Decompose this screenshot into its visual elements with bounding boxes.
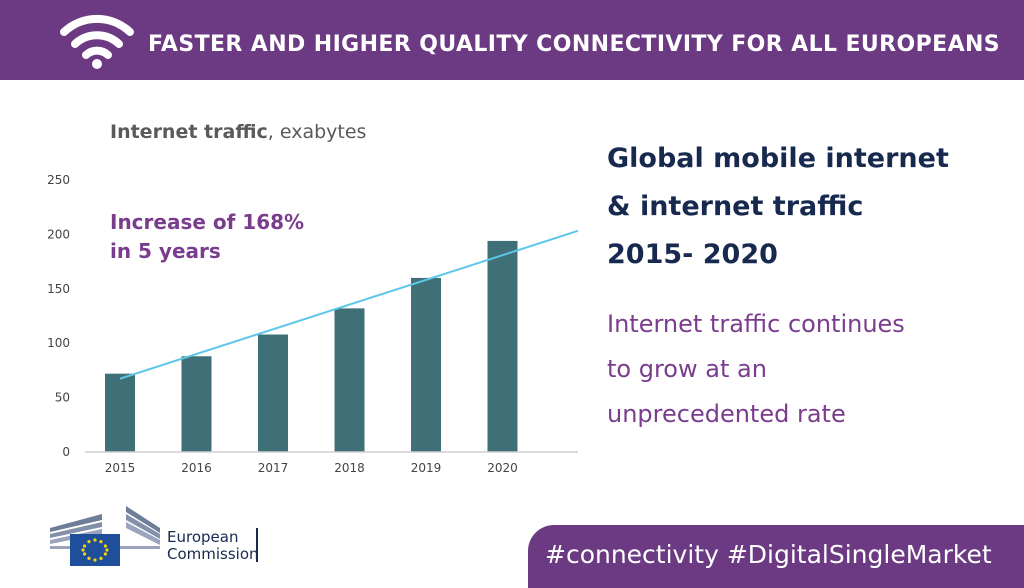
- annotation-line-2: in 5 years: [110, 239, 221, 263]
- hashtag-bar: [528, 525, 1024, 588]
- european-commission-logo: [50, 506, 160, 566]
- bar-2018: [334, 308, 365, 452]
- chart-title: Internet traffic, exabytes: [110, 121, 366, 143]
- ec-name-line-2: Commission: [167, 545, 259, 563]
- bar-2016: [181, 356, 212, 452]
- x-tick-label: 2020: [487, 461, 518, 475]
- x-tick-label: 2017: [258, 461, 289, 475]
- ec-name: European Commission: [167, 529, 259, 563]
- x-tick-label: 2018: [334, 461, 365, 475]
- bar-2019: [411, 277, 441, 452]
- y-tick-label: 200: [47, 227, 70, 241]
- bar-chart: 0 50 100 150 200 250 2015 2016 2017 2018 2019 2020: [47, 173, 579, 475]
- subtext: Internet traffic continues to grow at an…: [607, 302, 905, 437]
- x-tick-label: 2015: [105, 461, 136, 475]
- y-tick-label: 0: [62, 445, 70, 459]
- wifi-icon: [60, 14, 134, 69]
- annotation-line-1: Increase of 168%: [110, 210, 305, 234]
- eu-flag-icon: [70, 534, 120, 566]
- top-banner: FASTER AND HIGHER QUALITY CONNECTIVITY F…: [0, 0, 1024, 80]
- x-tick-label: 2016: [181, 461, 212, 475]
- bar-2015: [105, 373, 135, 452]
- banner-title: FASTER AND HIGHER QUALITY CONNECTIVITY F…: [148, 32, 1001, 57]
- headline-line-3: 2015- 2020: [607, 239, 778, 270]
- subtext-line-1: Internet traffic continues: [607, 310, 905, 338]
- bar-2017: [258, 334, 288, 452]
- headline-line-2: & internet traffic: [607, 191, 864, 222]
- hashtags[interactable]: #connectivity #DigitalSingleMarket: [545, 540, 992, 569]
- headline: Global mobile internet & internet traffi…: [607, 135, 949, 279]
- chart-title-main: Internet traffic: [110, 121, 268, 143]
- trend-line: [119, 229, 579, 380]
- y-tick-label: 50: [55, 391, 70, 405]
- y-tick-label: 100: [47, 336, 70, 350]
- chart-annotation: Increase of 168% in 5 years: [110, 208, 304, 266]
- y-tick-label: 250: [47, 173, 70, 187]
- subtext-line-3: unprecedented rate: [607, 400, 846, 428]
- headline-line-1: Global mobile internet: [607, 143, 949, 174]
- ec-divider: [256, 528, 258, 562]
- ec-name-line-1: European: [167, 528, 239, 546]
- y-tick-label: 150: [47, 282, 70, 296]
- subtext-line-2: to grow at an: [607, 355, 767, 383]
- x-tick-label: 2019: [411, 461, 442, 475]
- chart-title-unit: , exabytes: [267, 121, 367, 143]
- bar-2020: [487, 240, 518, 452]
